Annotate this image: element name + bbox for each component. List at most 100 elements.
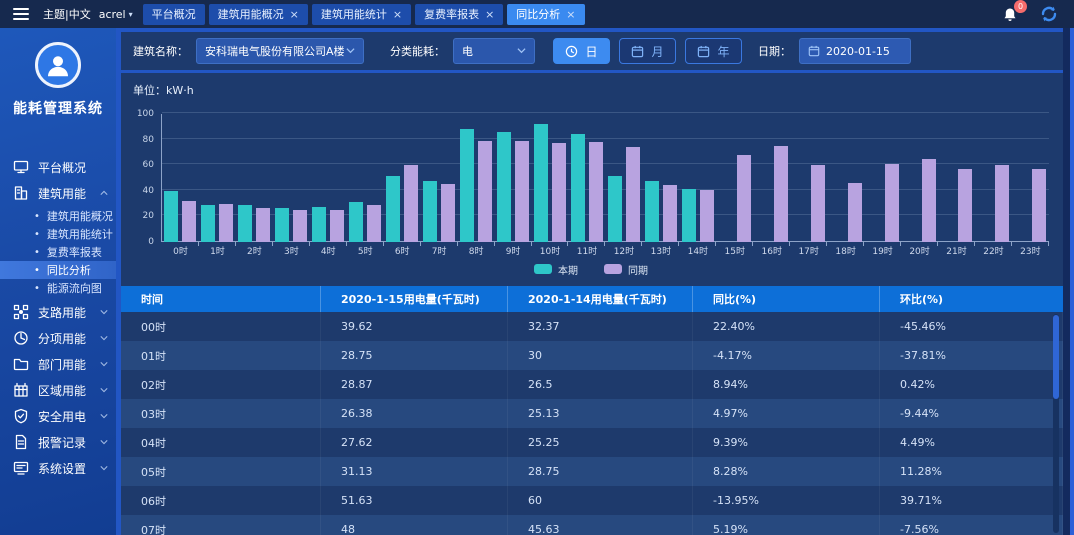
bar-本期 — [460, 128, 475, 242]
tab-3[interactable]: 建筑用能统计 × — [311, 3, 412, 25]
sidebar-item-8[interactable]: 报警记录 — [0, 429, 116, 455]
bar-本期 — [681, 188, 696, 242]
tab-close-icon[interactable]: × — [289, 7, 299, 21]
page-scrollbar-strip[interactable] — [1070, 28, 1074, 535]
table-cell: 39.71% — [880, 486, 1063, 515]
clock-icon — [565, 45, 578, 58]
energy-type-select[interactable]: 电 — [453, 38, 535, 64]
table-cell: 25.25 — [508, 428, 693, 457]
bar-同期 — [662, 184, 677, 242]
sidebar-submenu: • 建筑用能概况 • 建筑用能统计 • 复费率报表 • 同比分析 • 能源流向图 — [0, 207, 116, 297]
bar-group: 19时 — [864, 114, 902, 258]
theme-language-label[interactable]: 主题|中文 — [43, 8, 91, 21]
legend-item-本期[interactable]: 本期 — [534, 262, 578, 277]
tab-close-icon[interactable]: × — [566, 7, 576, 21]
bullet-icon: • — [34, 282, 40, 294]
sidebar-subitem-label: 同比分析 — [46, 264, 91, 277]
bar-group: 13时 — [642, 114, 680, 258]
bar-pair — [716, 114, 754, 246]
tab-2[interactable]: 建筑用能概况 × — [208, 3, 308, 25]
calendar-icon — [631, 45, 644, 58]
tab-label: 建筑用能统计 — [320, 8, 387, 21]
tab-1[interactable]: 平台概况 — [142, 3, 205, 25]
x-tick-label: 2时 — [247, 246, 262, 257]
period-button-日[interactable]: 日 — [553, 38, 610, 64]
table-row[interactable]: 04时 27.62 25.25 9.39% 4.49% — [121, 428, 1063, 457]
tab-close-icon[interactable]: × — [392, 7, 403, 21]
table-row[interactable]: 06时 51.63 60 -13.95% 39.71% — [121, 486, 1063, 515]
table-cell: 25.13 — [508, 399, 693, 428]
sidebar-item-9[interactable]: 系统设置 — [0, 455, 116, 481]
app-title: 能耗管理系统 — [13, 101, 103, 117]
period-button-月[interactable]: 月 — [619, 38, 676, 64]
table-cell: 39.62 — [321, 312, 508, 341]
user-menu[interactable]: acrel ▾ — [99, 8, 133, 21]
tab-close-icon[interactable]: × — [485, 7, 495, 21]
x-tick-label: 22时 — [983, 246, 1004, 257]
menu-toggle-icon[interactable] — [13, 5, 29, 23]
bar-pair — [975, 114, 1012, 246]
sidebar-subitem-复费率报表[interactable]: • 复费率报表 — [0, 243, 116, 261]
notification-bell-icon[interactable]: 0 — [1002, 0, 1027, 24]
table-row[interactable]: 00时 39.62 32.37 22.40% -45.46% — [121, 312, 1063, 341]
chevron-up-icon — [100, 186, 108, 200]
table-scrollbar-thumb[interactable] — [1053, 315, 1059, 399]
sidebar-item-label: 平台概况 — [38, 160, 87, 175]
sidebar-subitem-同比分析[interactable]: • 同比分析 — [0, 261, 116, 279]
bar-group: 15时 — [716, 114, 754, 258]
table-row[interactable]: 05时 31.13 28.75 8.28% 11.28% — [121, 457, 1063, 486]
sidebar-subitem-label: 建筑用能统计 — [46, 228, 113, 241]
table-cell: 4.97% — [693, 399, 880, 428]
sidebar-item-6[interactable]: 区域用能 — [0, 377, 116, 403]
refresh-icon[interactable] — [1040, 5, 1058, 23]
period-button-label: 年 — [717, 44, 730, 59]
tab-label: 复费率报表 — [424, 8, 480, 21]
bar-同期 — [293, 209, 308, 242]
bar-pair — [236, 114, 273, 246]
x-tick-label: 4时 — [320, 246, 336, 257]
bar-group: 11时 — [568, 114, 606, 258]
sidebar-subitem-建筑用能统计[interactable]: • 建筑用能统计 — [0, 225, 116, 243]
sidebar-item-5[interactable]: 部门用能 — [0, 351, 116, 377]
table-row[interactable]: 03时 26.38 25.13 4.97% -9.44% — [121, 399, 1063, 428]
y-tick-label: 60 — [142, 160, 154, 171]
table-scrollbar[interactable] — [1053, 314, 1059, 533]
table-row[interactable]: 02时 28.87 26.5 8.94% 0.42% — [121, 370, 1063, 399]
sidebar-item-label: 部门用能 — [38, 357, 87, 372]
bar-pair — [938, 114, 975, 246]
avatar[interactable] — [35, 42, 81, 88]
legend-item-同期[interactable]: 同期 — [604, 262, 648, 277]
table-row[interactable]: 01时 28.75 30 -4.17% -37.81% — [121, 341, 1063, 370]
bar-group: 5时 — [347, 114, 384, 258]
bar-同期 — [367, 205, 382, 242]
tab-5[interactable]: 同比分析 × — [507, 3, 585, 25]
sidebar-subitem-能源流向图[interactable]: • 能源流向图 — [0, 279, 116, 297]
sidebar-item-4[interactable]: 分项用能 — [0, 325, 116, 351]
table-cell: 07时 — [121, 515, 321, 535]
date-input[interactable]: 2020-01-15 — [799, 38, 911, 64]
sidebar-item-2[interactable]: 建筑用能 — [0, 180, 116, 206]
energy-type-label: 分类能耗： — [390, 45, 445, 58]
shield-icon — [13, 408, 29, 424]
bar-同期 — [736, 155, 751, 242]
table-cell: 05时 — [121, 457, 321, 486]
sidebar-subitem-建筑用能概况[interactable]: • 建筑用能概况 — [0, 207, 116, 225]
notification-badge: 0 — [1014, 0, 1027, 13]
energy-type-value: 电 — [462, 45, 473, 58]
bar-group: 8时 — [458, 114, 495, 258]
bar-pair — [790, 114, 828, 246]
period-button-年[interactable]: 年 — [685, 38, 742, 64]
table-header-cell: 环比(%) — [900, 293, 944, 306]
x-tick-label: 3时 — [283, 246, 299, 257]
bar-plot: 0时 1时 2时 3时 4时 5时 6时 7时 8时 9时 10时 11时 12时 13时 14时 15时 16… — [161, 112, 1049, 258]
tab-4[interactable]: 复费率报表 × — [415, 3, 504, 25]
sidebar-item-3[interactable]: 支路用能 — [0, 299, 116, 325]
x-tick-label: 0时 — [173, 246, 188, 257]
sidebar-item-1[interactable]: 平台概况 — [0, 154, 116, 180]
username: acrel — [98, 7, 126, 21]
table-row[interactable]: 07时 48 45.63 5.19% -7.56% — [121, 515, 1063, 535]
table-cell: 0.42% — [880, 370, 1063, 399]
sidebar-item-7[interactable]: 安全用电 — [0, 403, 116, 429]
building-select[interactable]: 安科瑞电气股份有限公司A楼 — [196, 38, 364, 64]
x-tick-label: 12时 — [613, 246, 635, 257]
